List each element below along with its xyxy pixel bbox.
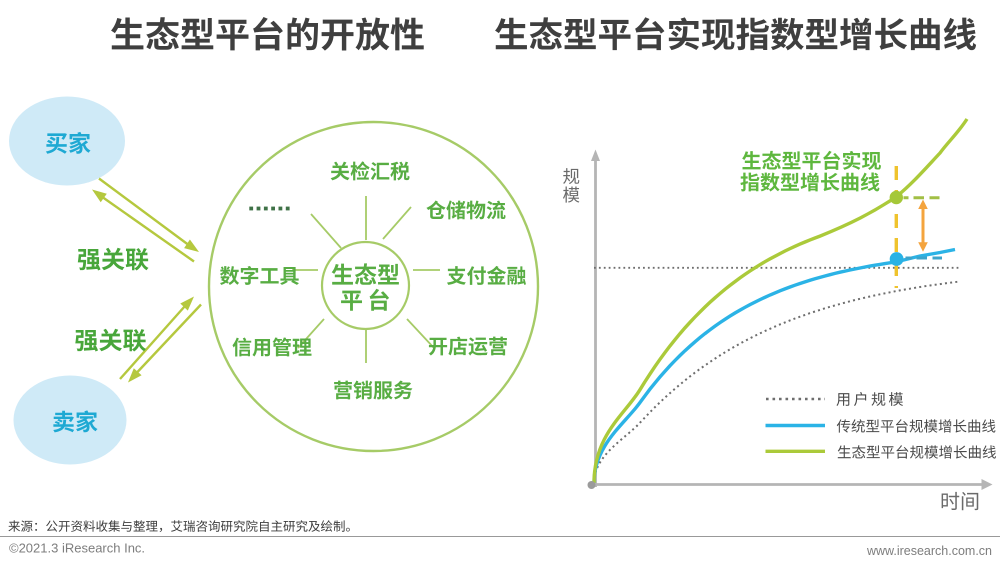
svg-text:©2021.3 iResearch Inc.: ©2021.3 iResearch Inc. bbox=[9, 541, 145, 556]
svg-text:www.iresearch.com.cn: www.iresearch.com.cn bbox=[866, 544, 992, 558]
